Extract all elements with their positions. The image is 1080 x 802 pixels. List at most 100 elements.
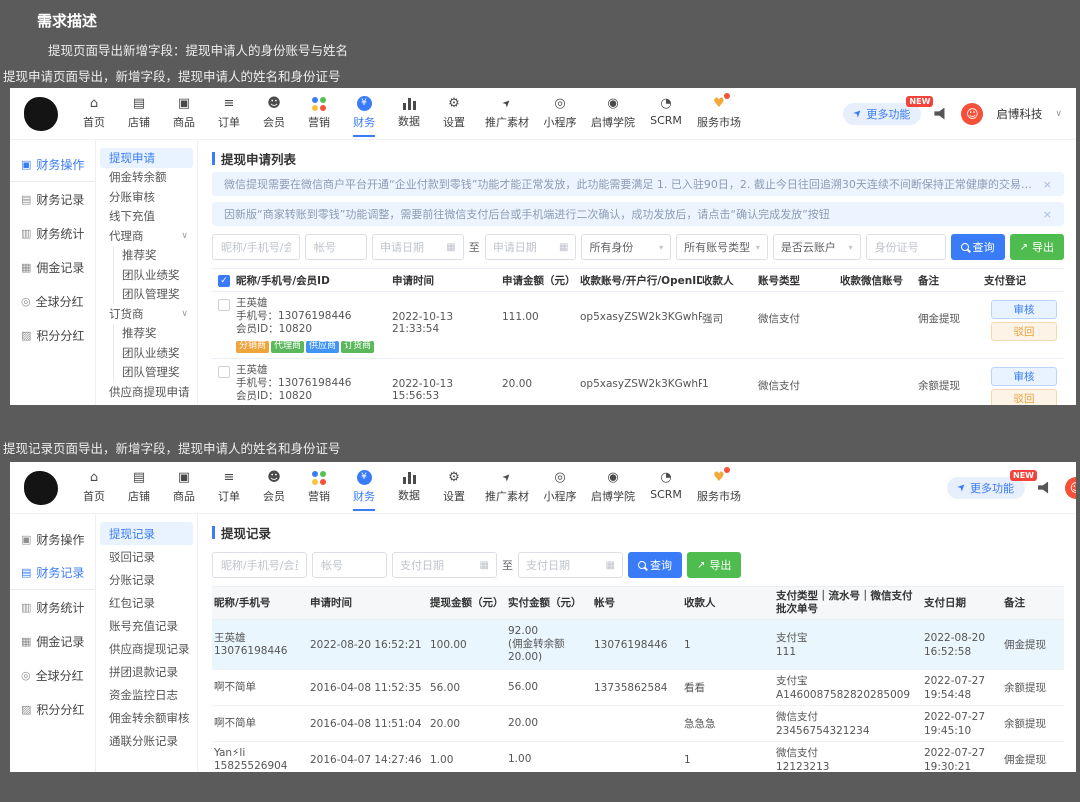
nav-item-miniprogram[interactable]: ◎ 小程序 xyxy=(543,469,577,503)
account-input[interactable] xyxy=(305,234,367,260)
submenu-withdraw-records[interactable]: 提现记录 xyxy=(100,522,193,545)
date-start-picker[interactable]: 支付日期 ▦ xyxy=(392,552,497,578)
nav-item-academy[interactable]: ◉ 启博学院 xyxy=(591,95,635,129)
audit-button[interactable]: 审核 xyxy=(991,300,1057,319)
identity-select[interactable]: 所有身份 ▾ xyxy=(581,234,672,260)
cloud-account-select[interactable]: 是否云账户 ▾ xyxy=(772,234,861,260)
account-input[interactable] xyxy=(312,552,387,578)
nav-item-home[interactable]: ⌂ 首页 xyxy=(83,95,105,129)
home-icon: ⌂ xyxy=(89,95,99,111)
submenu-agent-team-mgmt[interactable]: 团队管理奖 xyxy=(96,284,197,305)
submenu-commission-to-balance-audit[interactable]: 佣金转余额审核 xyxy=(109,710,190,725)
nav-item-members[interactable]: ☻ 会员 xyxy=(263,95,285,129)
submenu-reject-records[interactable]: 驳回记录 xyxy=(109,549,155,564)
user-avatar[interactable]: ☺ xyxy=(1065,476,1076,499)
nav-item-data[interactable]: 数据 xyxy=(387,91,431,137)
reject-button[interactable]: 驳回 xyxy=(991,388,1057,405)
nav-item-promo-material[interactable]: ➤ 推广素材 xyxy=(485,470,529,503)
search-button[interactable]: 查询 xyxy=(950,234,1005,260)
logo[interactable] xyxy=(24,96,58,131)
row-checkbox[interactable] xyxy=(218,365,230,378)
submenu-supplier-withdraw-records[interactable]: 供应商提现记录 xyxy=(109,641,190,656)
submenu-commission-to-balance[interactable]: 佣金转余额 xyxy=(109,170,167,185)
nav-item-scrm[interactable]: ◔ SCRM xyxy=(650,469,682,501)
reject-button[interactable]: 驳回 xyxy=(991,322,1057,341)
submenu-redpacket-records[interactable]: 红包记录 xyxy=(109,595,155,610)
nav-item-shop[interactable]: ▤ 店铺 xyxy=(128,95,150,129)
nav-item-data[interactable]: 数据 xyxy=(387,465,431,511)
nav-item-settings[interactable]: ⚙ 设置 xyxy=(443,95,465,129)
sidebar-item-finance-records[interactable]: ▤ 财务记录 xyxy=(21,192,85,207)
nav-item-shop[interactable]: ▤ 店铺 xyxy=(128,469,150,503)
sidebar-item-global-dividend[interactable]: ◎ 全球分红 xyxy=(21,294,84,309)
nav-item-goods[interactable]: ▣ 商品 xyxy=(173,95,195,129)
submenu-agent-referral[interactable]: 推荐奖 xyxy=(96,245,197,266)
submenu-agent[interactable]: 代理商 ∨ xyxy=(109,228,188,243)
submenu-recharge-records[interactable]: 账号充值记录 xyxy=(109,618,178,633)
submenu-groupbuy-refund[interactable]: 拼团退款申请 xyxy=(96,402,197,405)
submenu-offline-recharge[interactable]: 线下充值 xyxy=(109,209,155,224)
sidebar-item-points-dividend[interactable]: ▨ 积分分红 xyxy=(21,702,85,717)
sidebar-item-global-dividend[interactable]: ◎ 全球分红 xyxy=(21,668,84,683)
sidebar-item-points-dividend[interactable]: ▨ 积分分红 xyxy=(21,328,85,343)
sidebar-item-commission[interactable]: ▦ 佣金记录 xyxy=(21,634,85,649)
close-icon[interactable]: × xyxy=(1042,207,1052,221)
submenu-split-records[interactable]: 分账记录 xyxy=(109,572,155,587)
nav-item-service-market[interactable]: ♥ 服务市场 xyxy=(689,465,749,511)
sidebar-item-finance-ops[interactable]: ▣ 财务操作 xyxy=(10,148,95,182)
submenu-groupbuy-refund-records[interactable]: 拼团退款记录 xyxy=(109,664,178,679)
keyword-input[interactable] xyxy=(212,552,307,578)
user-avatar[interactable]: ☺ xyxy=(961,102,984,125)
nav-item-marketing[interactable]: 营销 xyxy=(297,465,341,511)
submenu-orderer-referral[interactable]: 推荐奖 xyxy=(96,323,197,344)
submenu-withdraw-apply[interactable]: 提现申请 xyxy=(100,148,193,168)
keyword-input[interactable] xyxy=(212,234,300,260)
submenu-supplier-withdraw[interactable]: 供应商提现申请 xyxy=(109,384,190,399)
nav-item-orders[interactable]: ≡ 订单 xyxy=(218,469,240,503)
nav-item-marketing[interactable]: 营销 xyxy=(297,91,341,137)
nav-item-settings[interactable]: ⚙ 设置 xyxy=(443,469,465,503)
submenu-orderer-team-mgmt[interactable]: 团队管理奖 xyxy=(96,362,197,383)
chevron-down-icon[interactable]: ∨ xyxy=(1055,108,1062,119)
nav-item-scrm[interactable]: ◔ SCRM xyxy=(650,95,682,127)
sidebar-item-finance-ops[interactable]: ▣ 财务操作 xyxy=(21,532,85,547)
select-all-checkbox[interactable]: ✓ xyxy=(218,275,230,287)
submenu-fund-monitor-log[interactable]: 资金监控日志 xyxy=(109,687,178,702)
announcement-icon[interactable] xyxy=(934,107,945,120)
nav-item-promo-material[interactable]: ➤ 推广素材 xyxy=(485,96,529,129)
top-nav: ⌂ 首页 ▤ 店铺 ▣ 商品 ≡ 订单 ☻ 会员 营销 ¥ 财务 数据 ⚙ 设置 ➤ 推广素材 … xyxy=(10,462,1076,514)
id-number-input[interactable] xyxy=(865,234,946,260)
submenu-tonglian-split-records[interactable]: 通联分账记录 xyxy=(109,733,178,748)
nav-item-service-market[interactable]: ♥ 服务市场 xyxy=(689,91,749,137)
sidebar-item-finance-stats[interactable]: ▥ 财务统计 xyxy=(21,600,85,615)
nav-item-miniprogram[interactable]: ◎ 小程序 xyxy=(543,95,577,129)
export-button[interactable]: ↗ 导出 xyxy=(1009,234,1064,260)
export-button[interactable]: ↗ 导出 xyxy=(687,552,742,578)
submenu-orderer[interactable]: 订货商 ∨ xyxy=(109,306,188,321)
nav-item-home[interactable]: ⌂ 首页 xyxy=(83,469,105,503)
date-end-picker[interactable]: 申请日期 ▦ xyxy=(484,234,577,260)
date-start-picker[interactable]: 申请日期 ▦ xyxy=(372,234,464,260)
submenu-agent-team-perf[interactable]: 团队业绩奖 xyxy=(96,265,197,285)
nav-item-academy[interactable]: ◉ 启博学院 xyxy=(591,469,635,503)
announcement-icon[interactable] xyxy=(1038,481,1049,494)
more-features-button[interactable]: ➤ 更多功能 NEW xyxy=(843,95,934,125)
sidebar-item-finance-stats[interactable]: ▥ 财务统计 xyxy=(21,226,85,241)
close-icon[interactable]: × xyxy=(1042,177,1052,191)
nav-item-finance[interactable]: ¥ 财务 xyxy=(342,91,386,137)
search-button[interactable]: 查询 xyxy=(628,552,682,578)
submenu-orderer-team-perf[interactable]: 团队业绩奖 xyxy=(96,343,197,363)
nav-item-orders[interactable]: ≡ 订单 xyxy=(218,95,240,129)
sidebar-item-commission[interactable]: ▦ 佣金记录 xyxy=(21,260,85,275)
account-type-select[interactable]: 所有账号类型 ▾ xyxy=(676,234,768,260)
nav-item-finance[interactable]: ¥ 财务 xyxy=(342,465,386,511)
audit-button[interactable]: 审核 xyxy=(991,366,1057,386)
row-checkbox[interactable] xyxy=(218,299,230,311)
more-features-button[interactable]: ➤ 更多功能 NEW xyxy=(946,469,1037,499)
submenu-split-audit[interactable]: 分账审核 xyxy=(109,189,155,204)
nav-item-goods[interactable]: ▣ 商品 xyxy=(173,469,195,503)
sidebar-item-finance-records[interactable]: ▤ 财务记录 xyxy=(10,556,95,590)
logo[interactable] xyxy=(24,470,58,505)
date-end-picker[interactable]: 支付日期 ▦ xyxy=(518,552,623,578)
nav-item-members[interactable]: ☻ 会员 xyxy=(263,469,285,503)
